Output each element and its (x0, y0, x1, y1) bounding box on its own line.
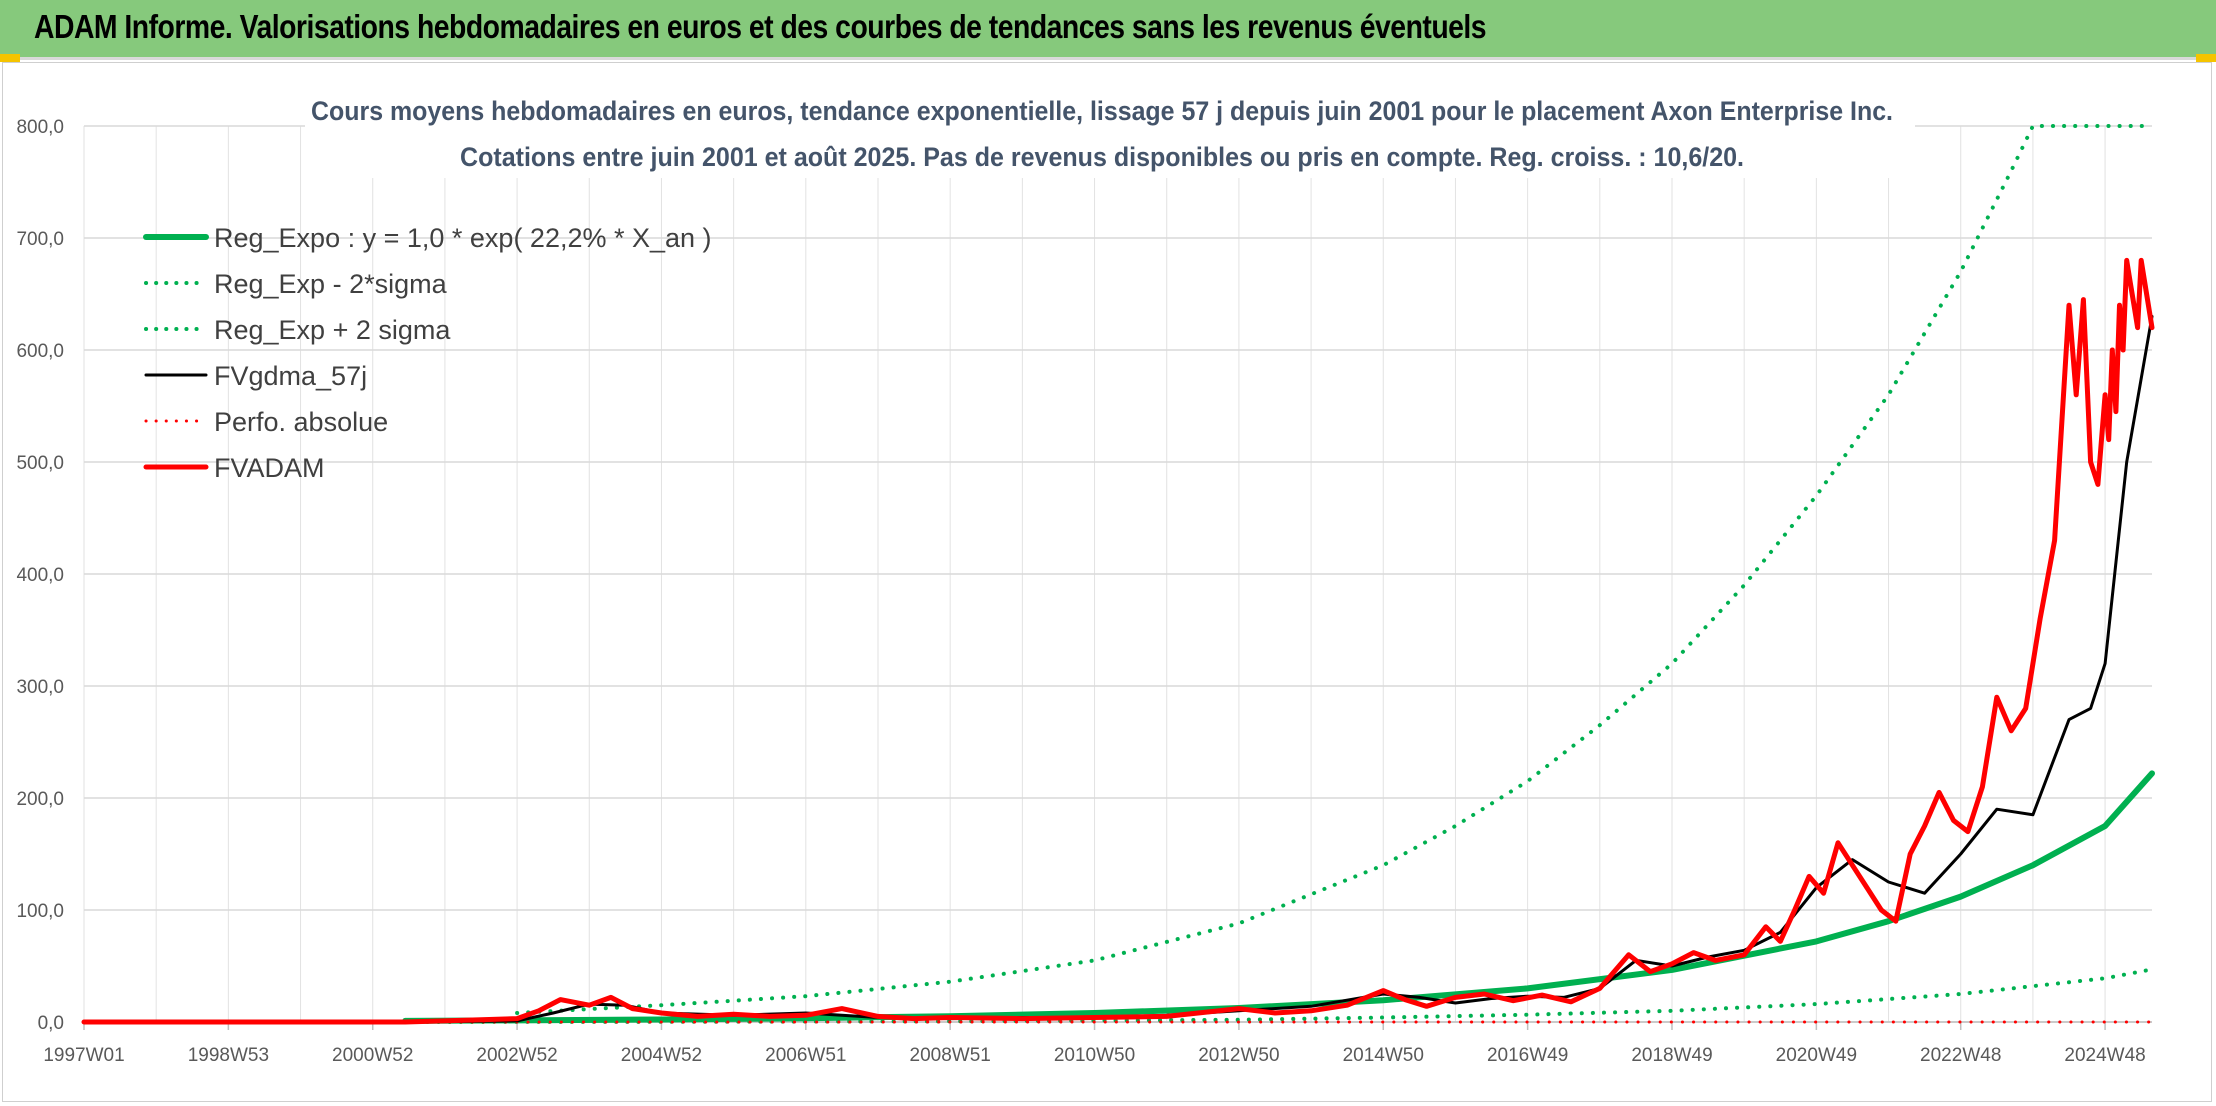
x-tick-label: 2004W52 (621, 1045, 702, 1066)
chart-grid (83, 125, 2152, 1023)
series-line-1 (403, 967, 2154, 1024)
series-line-0 (402, 770, 2155, 1024)
legend-label: Reg_Exp + 2 sigma (214, 315, 451, 345)
y-tick-label: 300,0 (16, 677, 64, 698)
x-tick-label: 2022W48 (1920, 1045, 2001, 1066)
y-tick-label: 100,0 (16, 901, 64, 922)
x-tick-label: 2010W50 (1054, 1045, 1135, 1066)
corner-accent-left (0, 54, 20, 62)
x-tick-label: 2002W52 (476, 1045, 557, 1066)
y-tick-label: 0,0 (38, 1013, 64, 1034)
y-axis-ticks: 0,0 100,0 200,0 300,0 400,0 500,0 600,0 700,0 80… (16, 117, 64, 1034)
chart-title-line-1: Cours moyens hebdomadaires en euros, ten… (311, 96, 1893, 126)
y-tick-label: 600,0 (16, 341, 64, 362)
chart-series (81, 124, 2155, 1025)
x-axis-ticks: 1997W01 1998W53 2000W52 2002W52 2004W52 2006W… (43, 1022, 2146, 1066)
chart-title-block: Cours moyens hebdomadaires en euros, ten… (305, 88, 1915, 178)
legend-label: FVgdma_57j (214, 361, 367, 391)
chart-legend: Reg_Expo : y = 1,0 * exp( 22,2% * X_an )… (143, 223, 712, 483)
x-tick-label: 2006W51 (765, 1045, 846, 1066)
report-title: ADAM Informe. Valorisations hebdomadaire… (34, 8, 1487, 45)
chart-title-line-2: Cotations entre juin 2001 et août 2025. … (460, 142, 1744, 172)
x-tick-label: 2014W50 (1343, 1045, 1424, 1066)
x-tick-label: 2024W48 (2064, 1045, 2145, 1066)
chart-frame (2, 62, 2212, 1102)
x-tick-label: 2018W49 (1631, 1045, 1712, 1066)
series-line-2 (515, 124, 2154, 1015)
legend-label: Perfo. absolue (214, 407, 388, 437)
x-tick-label: 2016W49 (1487, 1045, 1568, 1066)
y-tick-label: 500,0 (16, 453, 64, 474)
y-tick-label: 700,0 (16, 229, 64, 250)
x-tick-label: 1997W01 (43, 1045, 124, 1066)
x-tick-label: 2020W49 (1776, 1045, 1857, 1066)
x-tick-label: 2012W50 (1198, 1045, 1279, 1066)
legend-label: Reg_Exp - 2*sigma (214, 269, 448, 299)
report-header-bar: ADAM Informe. Valorisations hebdomadaire… (0, 0, 2216, 60)
x-tick-label: 1998W53 (188, 1045, 269, 1066)
y-tick-label: 400,0 (16, 565, 64, 586)
x-tick-label: 2008W51 (910, 1045, 991, 1066)
y-tick-label: 800,0 (16, 117, 64, 138)
y-tick-label: 200,0 (16, 789, 64, 810)
x-tick-label: 2000W52 (332, 1045, 413, 1066)
series-line-3 (82, 314, 2154, 1024)
legend-label: FVADAM (214, 453, 325, 483)
legend-label: Reg_Expo : y = 1,0 * exp( 22,2% * X_an ) (214, 223, 712, 253)
series-line-5 (81, 257, 2155, 1025)
corner-accent-right (2196, 54, 2216, 62)
